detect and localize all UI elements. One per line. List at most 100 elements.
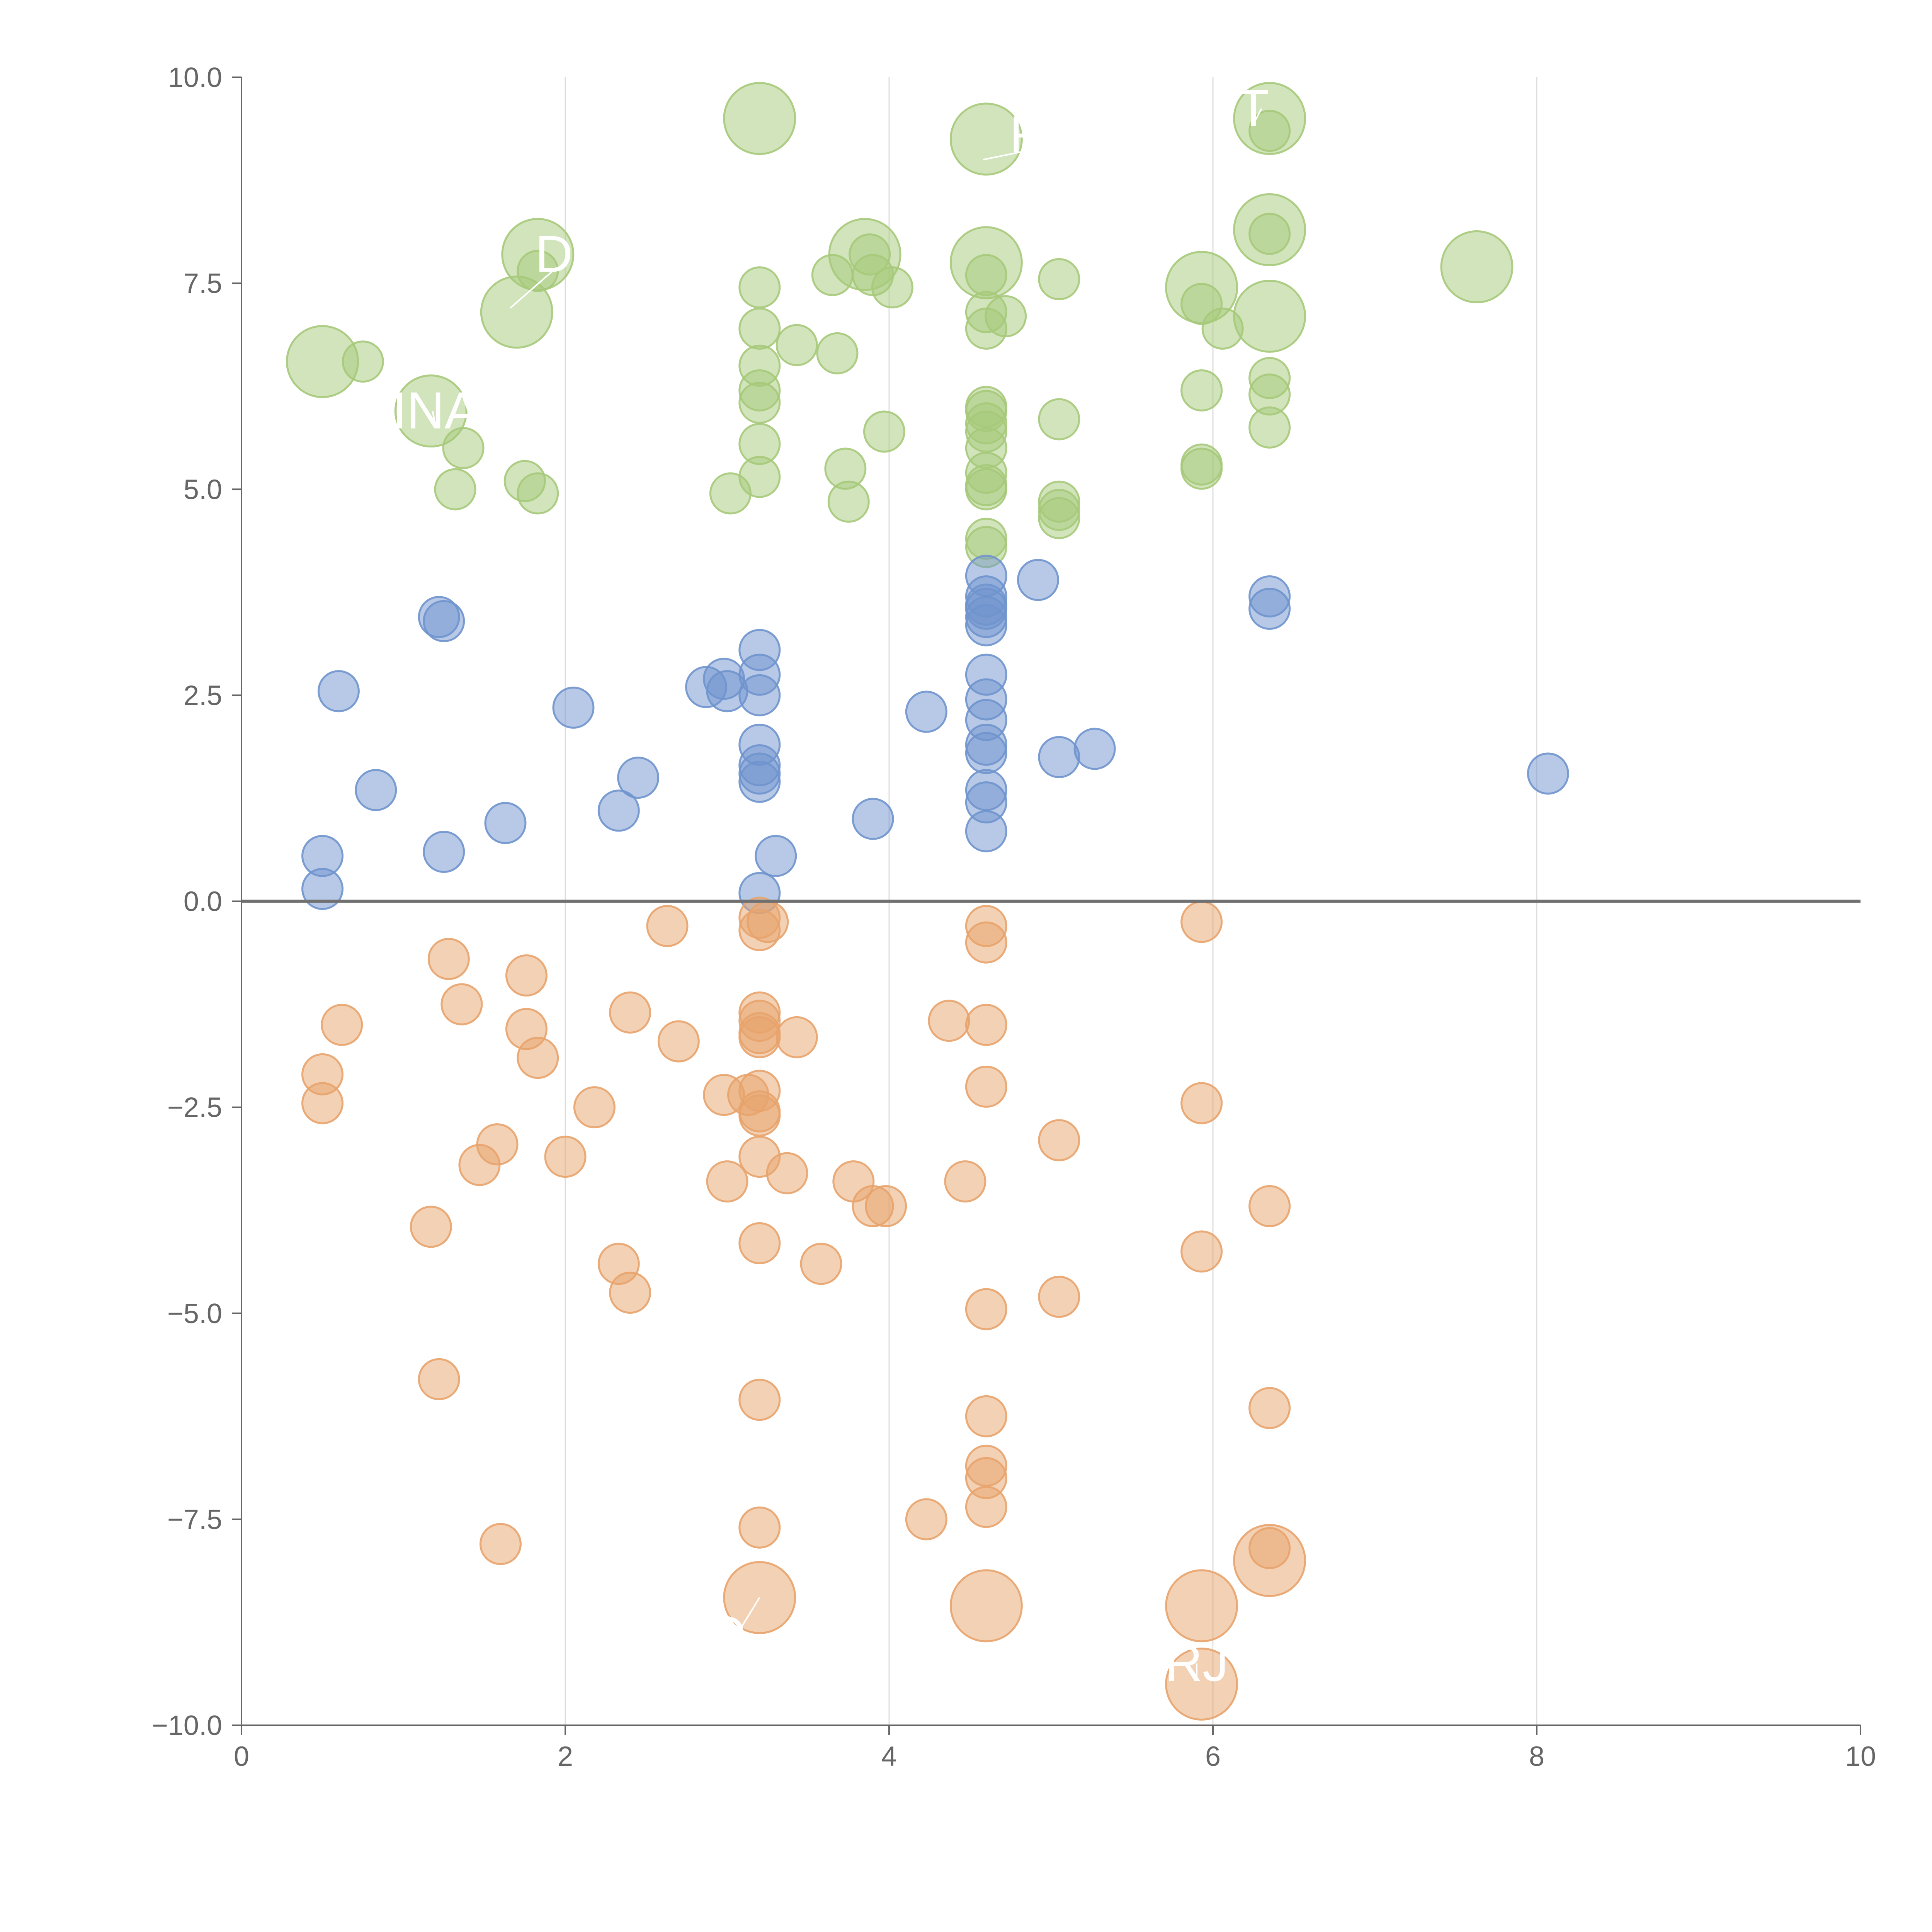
orange-bubble: [505, 954, 548, 997]
orange-bubble: [1248, 1387, 1291, 1429]
orange-bubble: [965, 1486, 1007, 1528]
orange-bubble: [609, 1271, 651, 1314]
blue-bubble: [484, 802, 527, 844]
orange-bubble: [965, 921, 1007, 964]
orange-bubble: [703, 1074, 745, 1116]
orange-bubble: [965, 1065, 1007, 1108]
y-tick-label: 7.5: [184, 268, 222, 299]
orange-bubble: [706, 1160, 748, 1203]
blue-bubble: [755, 835, 797, 877]
green-bubble: [863, 410, 905, 453]
x-tick-label: 6: [1205, 1741, 1221, 1772]
green-bubble: [949, 102, 1023, 176]
x-tick-label: 0: [234, 1741, 249, 1772]
y-tick-label: −5.0: [167, 1298, 222, 1329]
orange-bubble: [800, 1243, 842, 1285]
point-label: D: [535, 224, 573, 283]
orange-bubble: [427, 938, 470, 980]
blue-bubble: [852, 798, 894, 840]
label-leader-line: [983, 150, 1029, 161]
blue-bubble: [738, 674, 781, 716]
x-tick-label: 8: [1529, 1741, 1544, 1772]
green-bubble: [1233, 279, 1306, 353]
orange-bubble: [609, 991, 651, 1034]
blue-bubble: [301, 868, 344, 910]
green-bubble: [1248, 110, 1291, 152]
orange-bubble: [1038, 1276, 1080, 1318]
orange-bubble: [458, 1144, 501, 1186]
orange-bubble: [738, 909, 781, 951]
point-label: INA: [392, 381, 479, 440]
orange-bubble: [865, 1185, 907, 1228]
label-leader-line: [510, 269, 554, 309]
orange-bubble: [776, 1016, 818, 1058]
blue-bubble: [1017, 559, 1059, 601]
orange-bubble: [573, 1086, 616, 1129]
orange-bubble: [1248, 1527, 1291, 1570]
y-tick-label: 5.0: [184, 474, 222, 505]
green-bubble: [1180, 369, 1223, 412]
blue-bubble: [965, 810, 1007, 852]
green-bubble: [434, 468, 476, 510]
point-labels: D INA R T D RJ: [392, 79, 1269, 1692]
orange-bubble: [321, 1003, 363, 1046]
orange-bubble: [1165, 1647, 1238, 1721]
green-bubble: [342, 340, 384, 383]
green-bubble: [985, 295, 1027, 337]
orange-bubble: [965, 1395, 1007, 1437]
blue-bubble: [355, 769, 397, 811]
green-bubble: [1180, 447, 1223, 490]
blue-bubble: [738, 760, 781, 803]
orange-bubble: [410, 1206, 452, 1248]
y-tick-label: 10.0: [168, 62, 222, 93]
orange-bubble: [766, 1152, 808, 1194]
orange-bubble: [440, 983, 483, 1026]
green-bubble: [442, 427, 485, 469]
x-tick-label: 4: [881, 1741, 897, 1772]
blue-bubble: [965, 604, 1007, 646]
data-points: [286, 82, 1569, 1721]
orange-bubble: [1248, 1185, 1291, 1228]
x-tick-label: 10: [1845, 1741, 1876, 1772]
axes: 0 2 4 6 8 10 10.0 7.5 5.0 2.5 0.0 −2.5 −5.0 −7.5 −10.0: [152, 62, 1876, 1772]
green-bubble: [480, 276, 553, 349]
orange-bubble: [738, 1016, 781, 1058]
blue-bubble: [1248, 587, 1291, 630]
orange-bubble: [738, 1094, 781, 1137]
green-bubble: [738, 381, 781, 424]
label-leader-line: [726, 1597, 760, 1651]
orange-bubble: [738, 1222, 781, 1264]
blue-bubble: [905, 690, 947, 733]
green-bubble: [871, 266, 913, 309]
orange-bubble: [905, 1498, 947, 1541]
point-label: D: [708, 1605, 746, 1663]
y-tick-label: 0.0: [184, 886, 222, 917]
green-bubble: [965, 254, 1007, 296]
green-bubble: [738, 266, 781, 309]
point-label: RJ: [1165, 1634, 1229, 1692]
orange-bubble: [517, 1037, 559, 1079]
x-tick-label: 2: [558, 1741, 573, 1772]
orange-bubble: [965, 1003, 1007, 1046]
blue-bubble: [423, 600, 465, 642]
green-bubble: [1038, 398, 1080, 440]
orange-bubble: [944, 1160, 986, 1203]
orange-bubble: [1038, 1119, 1080, 1162]
green-bubble: [1248, 213, 1291, 255]
green-bubble: [1038, 497, 1080, 539]
green-bubble: [776, 324, 818, 366]
orange-bubble: [544, 1136, 587, 1178]
green-bubble: [965, 468, 1007, 510]
orange-bubble: [418, 1358, 460, 1400]
orange-bubble: [646, 905, 689, 947]
blue-bubble: [965, 732, 1007, 774]
orange-bubble: [301, 1082, 344, 1124]
label-leader-line: [1252, 108, 1262, 124]
orange-bubble: [1180, 901, 1223, 943]
orange-bubble: [1180, 1230, 1223, 1273]
blue-bubble: [597, 789, 640, 832]
orange-bubble: [1180, 1082, 1223, 1124]
y-tick-label: −10.0: [152, 1710, 222, 1741]
green-bubble: [816, 332, 859, 374]
